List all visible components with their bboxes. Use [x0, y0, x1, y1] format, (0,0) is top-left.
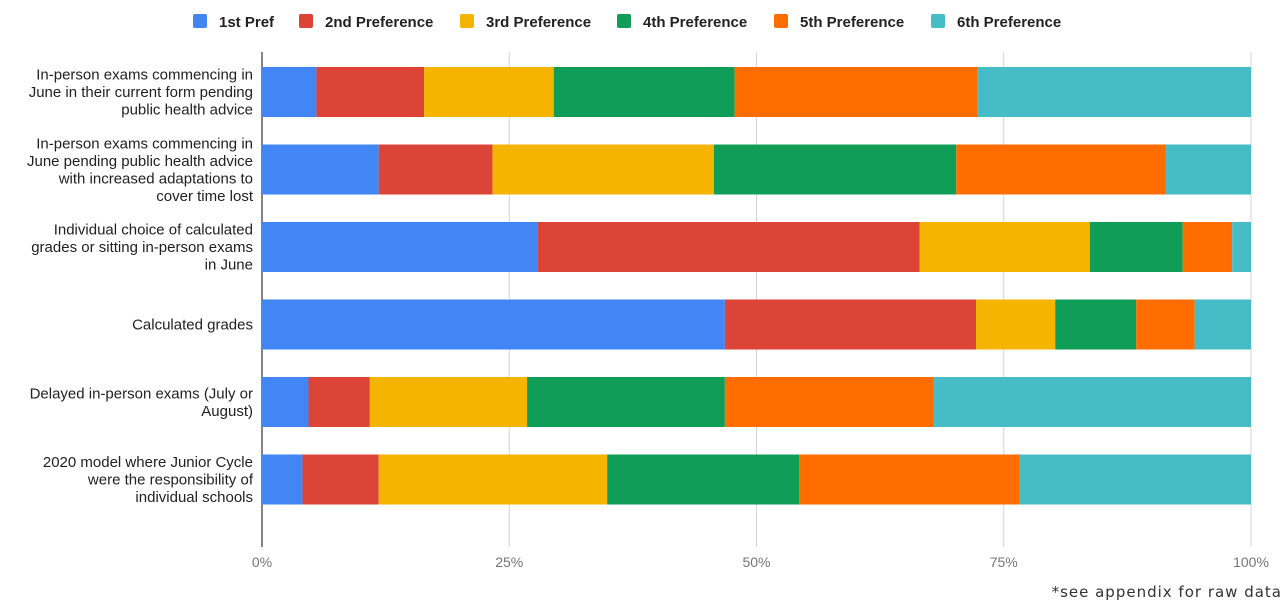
bar-segment-row4-series5: [1136, 300, 1194, 350]
category-label-row1: June in their current form pending: [29, 84, 253, 101]
legend-swatch-6: [931, 14, 945, 28]
category-label-row5: Delayed in-person exams (July or: [30, 385, 253, 402]
bar-segment-row5-series6: [934, 377, 1251, 427]
legend-label-3: 3rd Preference: [486, 14, 591, 31]
bar-segment-row3-series1: [262, 222, 538, 272]
legend-label-1: 1st Pref: [219, 14, 275, 31]
category-label-row6: 2020 model where Junior Cycle: [43, 454, 253, 471]
category-label-row2: June pending public health advice: [27, 153, 253, 170]
bar-segment-row5-series1: [262, 377, 308, 427]
legend-label-6: 6th Preference: [957, 14, 1061, 31]
bar-segment-row4-series6: [1195, 300, 1251, 350]
category-label-row2: cover time lost: [156, 188, 254, 205]
bar-segment-row4-series2: [725, 300, 976, 350]
bar-segment-row2-series3: [492, 145, 714, 195]
bar-segment-row5-series4: [527, 377, 725, 427]
bar-segment-row3-series5: [1183, 222, 1232, 272]
category-label-row4: Calculated grades: [132, 317, 253, 334]
bar-segment-row3-series6: [1232, 222, 1251, 272]
legend-label-5: 5th Preference: [800, 14, 904, 31]
category-label-row6: were the responsibility of: [87, 472, 254, 489]
bar-segment-row6-series2: [303, 455, 379, 505]
bar-segment-row1-series6: [977, 67, 1251, 117]
legend-swatch-2: [299, 14, 313, 28]
x-tick-label: 50%: [742, 554, 770, 570]
category-label-row5: August): [201, 403, 253, 420]
category-label-row1: public health advice: [121, 102, 253, 119]
bar-segment-row1-series4: [554, 67, 735, 117]
x-tick-label: 100%: [1233, 554, 1269, 570]
bar-segment-row1-series3: [424, 67, 554, 117]
bar-segment-row2-series6: [1166, 145, 1251, 195]
bar-segment-row1-series2: [316, 67, 424, 117]
bar-segment-row2-series1: [262, 145, 379, 195]
bar-segment-row2-series4: [714, 145, 956, 195]
bar-segment-row6-series3: [379, 455, 607, 505]
bar-segment-row6-series5: [799, 455, 1020, 505]
category-label-row6: individual schools: [135, 489, 253, 506]
bar-segment-row1-series1: [262, 67, 316, 117]
bar-segment-row5-series5: [725, 377, 934, 427]
x-axis-ticks: 0% 25% 50% 75% 100%: [252, 554, 1269, 570]
bar-segment-row2-series5: [956, 145, 1166, 195]
bar-segment-row4-series1: [262, 300, 725, 350]
legend-label-2: 2nd Preference: [325, 14, 433, 31]
footnote: *see appendix for raw data: [1052, 583, 1282, 601]
legend: 1st Pref 2nd Preference 3rd Preference 4th …: [193, 14, 1061, 31]
x-tick-label: 75%: [990, 554, 1018, 570]
category-label-row2: with increased adaptations to: [58, 170, 253, 187]
bar-segment-row4-series3: [976, 300, 1055, 350]
bar-segment-row6-series4: [607, 455, 799, 505]
bar-segment-row2-series2: [379, 145, 493, 195]
category-label-row3: grades or sitting in-person exams: [31, 239, 253, 256]
category-label-row1: In-person exams commencing in: [36, 67, 253, 84]
bar-segment-row6-series6: [1020, 455, 1251, 505]
category-label-row3: in June: [205, 257, 253, 274]
x-tick-label: 0%: [252, 554, 272, 570]
bar-segment-row5-series3: [370, 377, 527, 427]
category-label-row3: Individual choice of calculated: [54, 222, 253, 239]
legend-swatch-4: [617, 14, 631, 28]
bar-segment-row6-series1: [262, 455, 303, 505]
legend-swatch-3: [460, 14, 474, 28]
legend-swatch-5: [774, 14, 788, 28]
bar-segment-row3-series3: [920, 222, 1090, 272]
bar-segment-row1-series5: [735, 67, 977, 117]
bar-segment-row5-series2: [308, 377, 369, 427]
bar-segment-row4-series4: [1055, 300, 1136, 350]
legend-swatch-1: [193, 14, 207, 28]
x-tick-label: 25%: [495, 554, 523, 570]
bar-segment-row3-series2: [538, 222, 920, 272]
category-label-row2: In-person exams commencing in: [36, 135, 253, 152]
bar-segment-row3-series4: [1090, 222, 1183, 272]
legend-label-4: 4th Preference: [643, 14, 747, 31]
